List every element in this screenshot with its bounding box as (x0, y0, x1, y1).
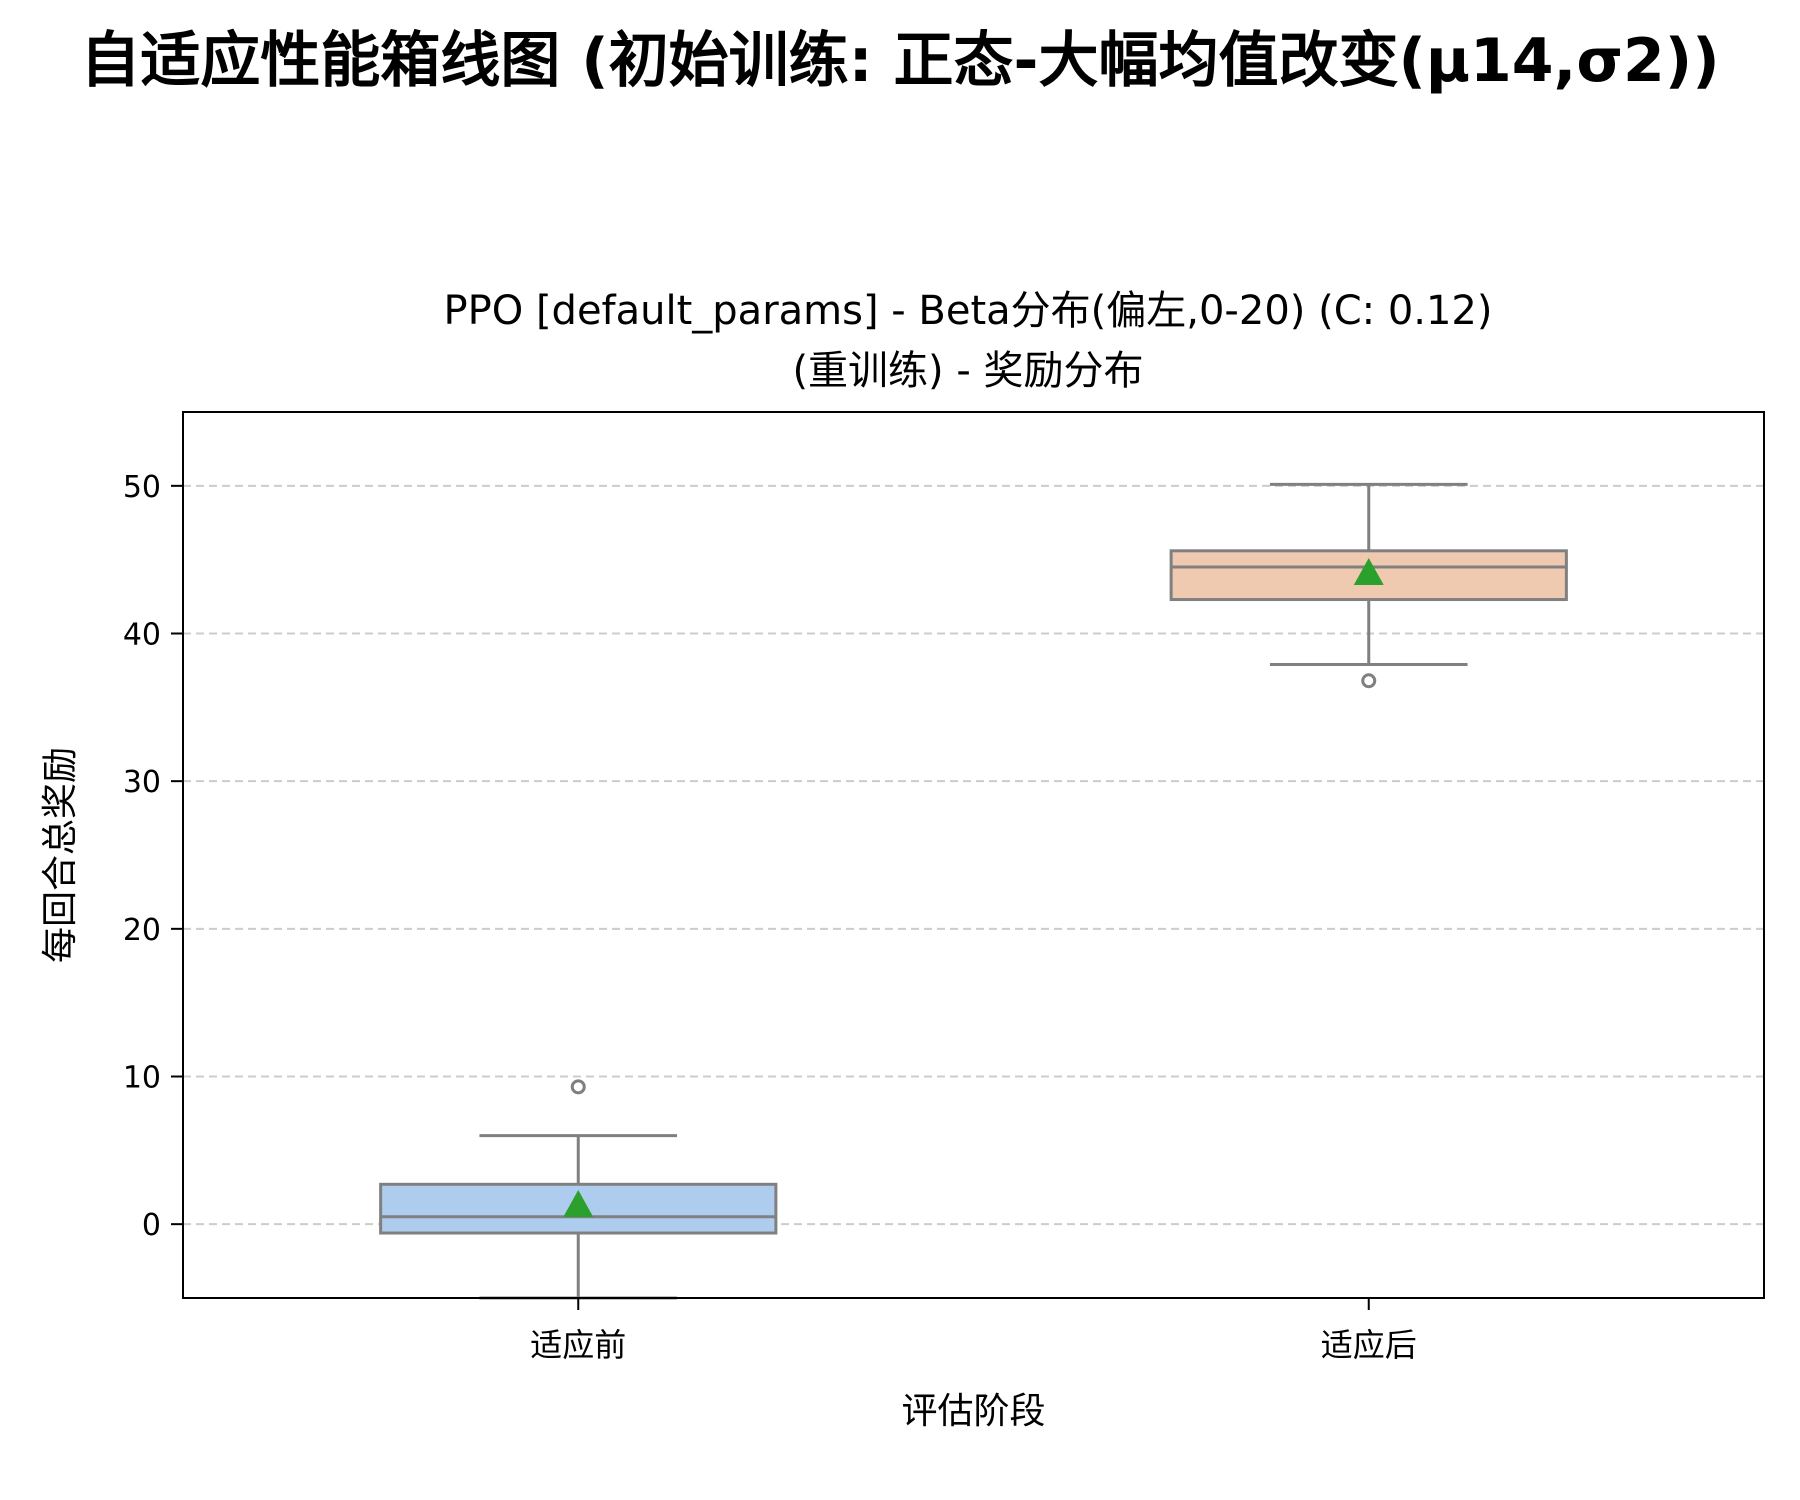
chart-title-line-1: PPO [default_params] - Beta分布(偏左,0-20) (… (444, 288, 1493, 334)
y-tick-label: 30 (123, 765, 161, 800)
plot-area-frame (183, 412, 1764, 1298)
outlier-point (572, 1081, 584, 1093)
y-tick-label: 20 (123, 913, 161, 948)
y-tick-label: 50 (123, 470, 161, 505)
box-group (1171, 484, 1566, 686)
x-tick-label: 适应后 (1321, 1326, 1417, 1364)
y-axis: 0 10 20 30 40 50 (123, 470, 183, 1243)
x-axis-label: 评估阶段 (901, 1391, 1045, 1432)
x-tick-label: 适应前 (530, 1326, 626, 1364)
box-group (381, 1081, 776, 1298)
y-tick-label: 10 (123, 1061, 161, 1096)
boxes-layer (381, 484, 1567, 1298)
x-axis: 适应前 适应后 (530, 1298, 1417, 1364)
y-tick-label: 40 (123, 618, 161, 653)
outlier-point (1363, 675, 1375, 687)
y-axis-label: 每回合总奖励 (40, 747, 81, 963)
chart-title-line-2: (重训练) - 奖励分布 (792, 348, 1143, 394)
y-tick-label: 0 (142, 1208, 161, 1243)
